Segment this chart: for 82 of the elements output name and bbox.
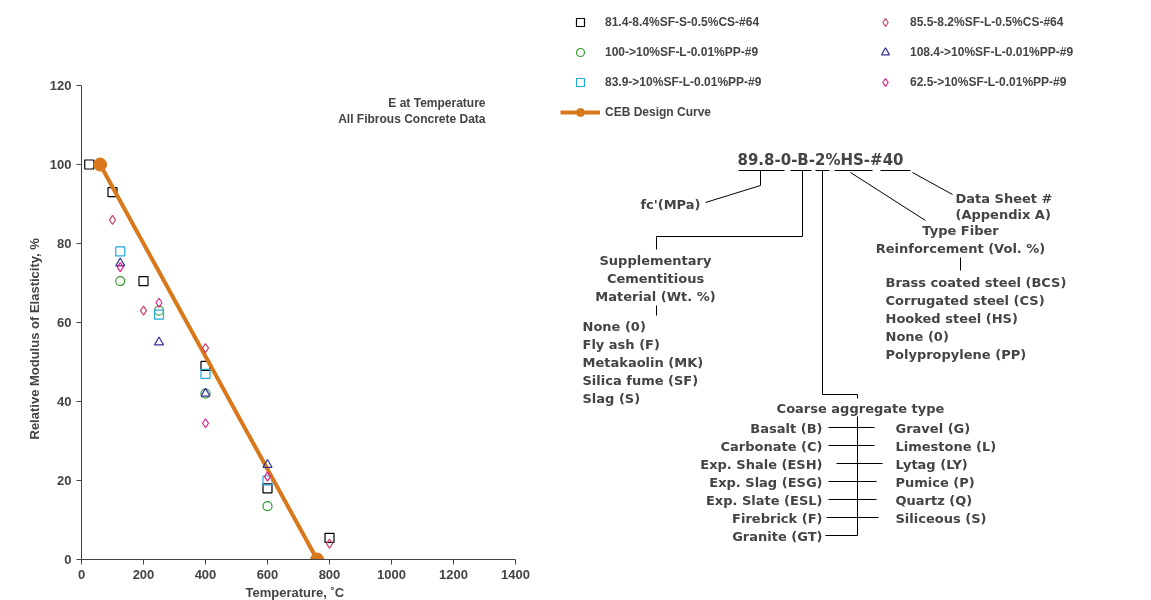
text: Exp. Slate (ESL) — [705, 492, 823, 508]
point — [153, 309, 165, 320]
x-axis-title: Temperature, ˚C — [245, 584, 345, 600]
point — [115, 257, 126, 267]
y-tick-label: 100 — [49, 157, 72, 172]
text: Exp. Slag (ESG) — [709, 474, 823, 490]
point — [153, 305, 165, 316]
point — [200, 368, 211, 379]
point — [84, 159, 95, 170]
text: 89.8-0-B-2%HS-#40 — [737, 150, 904, 169]
y-tick-label: 120 — [49, 78, 72, 93]
point — [325, 538, 334, 549]
x-tick-label: 400 — [194, 566, 217, 582]
text: Hooked steel (HS) — [885, 310, 1018, 326]
text: Metakaolin (MK) — [582, 354, 704, 370]
annotation: E at Temperature — [388, 95, 486, 110]
text: Pumice (P) — [895, 474, 975, 490]
text: Limestone (L) — [895, 438, 997, 454]
text: Material (Wt. %) — [595, 288, 716, 304]
legend-label: 83.9->10%SF-L-0.01%PP-#9 — [605, 75, 763, 89]
text: Supplementary — [599, 252, 713, 268]
x-tick-label: 1000 — [377, 566, 406, 582]
point — [324, 532, 335, 543]
text: Quartz (Q) — [895, 492, 973, 508]
y-tick-label: 40 — [57, 394, 72, 409]
x-tick-label: 0 — [77, 566, 86, 582]
legend-label: CEB Design Curve — [605, 105, 713, 119]
point — [153, 336, 165, 346]
x-tick-label: 200 — [132, 566, 155, 582]
text: Siliceous (S) — [895, 510, 987, 526]
point — [115, 275, 126, 287]
y-tick-label: 0 — [64, 552, 72, 567]
point — [116, 262, 124, 273]
point — [155, 297, 163, 308]
point — [201, 343, 210, 354]
text: Type Fiber — [922, 222, 1000, 238]
text: None (0) — [885, 328, 949, 344]
annotation: All Fibrous Concrete Data — [338, 111, 486, 126]
text: Granite (GT) — [732, 528, 823, 544]
point — [108, 214, 117, 225]
point — [93, 157, 108, 172]
legend-label: 85.5-8.2%SF-L-0.5%CS-#64 — [910, 15, 1065, 29]
y-tick-label: 20 — [57, 473, 72, 488]
legend-label: 100->10%SF-L-0.01%PP-#9 — [605, 45, 760, 59]
text: Basalt (B) — [750, 420, 823, 436]
legend-label: 81.4-8.4%SF-S-0.5%CS-#64 — [605, 15, 761, 29]
legend-label: 108.4->10%SF-L-0.01%PP-#9 — [910, 45, 1075, 59]
point — [138, 275, 149, 287]
y-axis-title: Relative Modulus of Elasticity, % — [26, 237, 42, 440]
y-tick-label: 80 — [57, 236, 72, 251]
text: fc'(MPa) — [640, 196, 701, 212]
text: Silica fume (SF) — [582, 372, 699, 388]
text: Exp. Shale (ESH) — [700, 456, 823, 472]
text: Corrugated steel (CS) — [885, 292, 1045, 308]
text: Fly ash (F) — [582, 336, 660, 352]
text: Brass coated steel (BCS) — [885, 274, 1067, 290]
x-tick-label: 600 — [256, 566, 279, 582]
text: Firebrick (F) — [732, 510, 823, 526]
point — [263, 471, 272, 482]
text: Lytag (LY) — [895, 456, 968, 472]
text: Cementitious — [606, 270, 705, 286]
x-tick-label: 1400 — [501, 566, 530, 582]
point — [107, 187, 118, 198]
point — [262, 458, 273, 468]
text: Reinforcement (Vol. %) — [875, 240, 1046, 256]
x-tick-label: 800 — [318, 566, 341, 582]
text: Polypropylene (PP) — [885, 346, 1027, 362]
text: Slag (S) — [582, 390, 641, 406]
text: Coarse aggregate type — [776, 400, 945, 416]
text: (Appendix A) — [955, 206, 1051, 222]
y-tick-label: 60 — [57, 315, 72, 330]
text: Data Sheet # — [955, 190, 1053, 206]
point — [262, 501, 273, 512]
legend-label: 62.5->10%SF-L-0.01%PP-#9 — [910, 75, 1068, 89]
text: Gravel (G) — [895, 420, 971, 436]
text: None (0) — [582, 318, 646, 334]
x-tick-label: 1200 — [439, 566, 468, 582]
text: Carbonate (C) — [720, 438, 823, 454]
point — [262, 483, 273, 494]
point — [139, 305, 148, 316]
point — [115, 246, 126, 257]
point — [201, 418, 210, 429]
